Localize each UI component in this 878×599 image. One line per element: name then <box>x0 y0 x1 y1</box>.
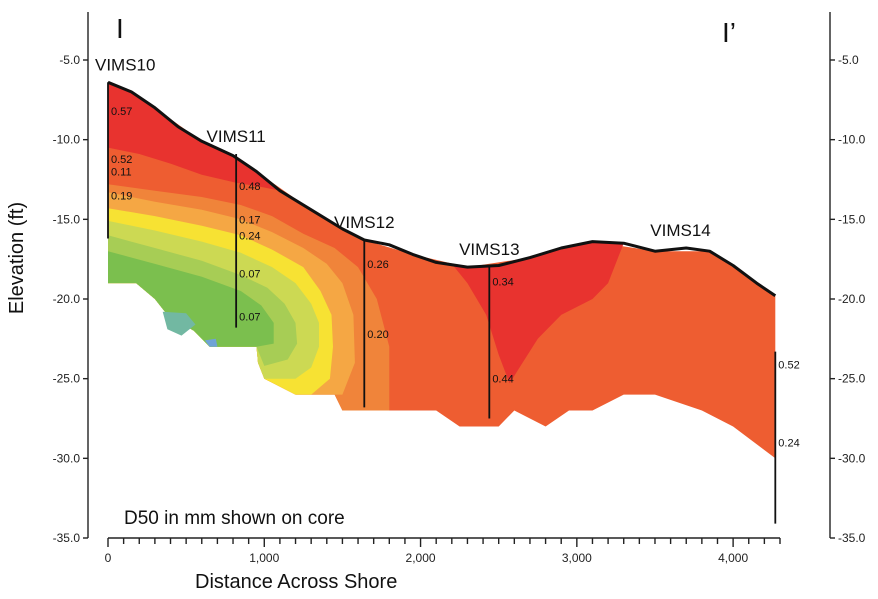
core-name-vims11: VIMS11 <box>207 127 266 146</box>
x-tick-label-3000: 3,000 <box>562 551 592 565</box>
axes: 0 1,000 2,000 3,000 4,000 -5.0 -5.0 -10.0 -10.0 -… <box>53 12 866 565</box>
d50-label-vims10-0: 0.57 <box>111 106 132 118</box>
d50-label-vims11-1: 0.17 <box>239 214 260 226</box>
d50-label-vims14-0: 0.52 <box>778 359 799 371</box>
d50-zone-8 <box>108 251 274 347</box>
d50-label-vims11-3: 0.07 <box>239 269 260 281</box>
d50-zone-2 <box>451 241 624 384</box>
d50-label-vims14-1: 0.24 <box>778 437 799 449</box>
d50-label-vims13-1: 0.44 <box>492 374 513 386</box>
left-y-tick-label-6: -35.0 <box>53 531 81 545</box>
d50-label-vims10-3: 0.19 <box>111 190 132 202</box>
left-y-tick-label-1: -10.0 <box>53 133 81 147</box>
d50-zone-9 <box>162 311 196 336</box>
right-y-tick-label-2: -15.0 <box>838 212 866 226</box>
x-tick-label-0: 0 <box>105 551 112 565</box>
d50-note: D50 in mm shown on core <box>124 508 345 529</box>
d50-label-vims12-0: 0.26 <box>367 259 388 271</box>
left-y-tick-label-0: -5.0 <box>59 53 80 67</box>
left-y-tick-label-3: -20.0 <box>53 292 81 306</box>
d50-label-vims12-1: 0.20 <box>367 329 388 341</box>
x-tick-label-4000: 4,000 <box>718 551 748 565</box>
core-name-vims14: VIMS14 <box>650 221 710 240</box>
section-end-label: I’ <box>722 17 736 48</box>
right-y-tick-label-6: -35.0 <box>838 531 866 545</box>
d50-zone-10 <box>204 338 218 347</box>
right-y-tick-label-3: -20.0 <box>838 292 866 306</box>
left-y-tick-label-4: -25.0 <box>53 372 81 386</box>
right-y-tick-label-5: -30.0 <box>838 451 866 465</box>
core-name-vims12: VIMS12 <box>334 213 394 232</box>
d50-label-vims10-1: 0.52 <box>111 154 132 166</box>
x-tick-label-2000: 2,000 <box>406 551 436 565</box>
right-y-tick-label-1: -10.0 <box>838 133 866 147</box>
d50-color-zones <box>108 82 776 459</box>
core-name-vims10: VIMS10 <box>95 55 155 74</box>
y-axis-title: Elevation (ft) <box>6 202 28 314</box>
seabed-surface-profile <box>107 80 777 298</box>
d50-label-vims13-0: 0.34 <box>492 276 513 288</box>
section-start-label: I <box>116 13 124 44</box>
d50-label-vims10-2: 0.11 <box>111 167 132 179</box>
left-y-tick-label-2: -15.0 <box>53 212 81 226</box>
x-tick-label-1000: 1,000 <box>249 551 279 565</box>
core-name-vims13: VIMS13 <box>459 240 519 259</box>
d50-label-vims11-2: 0.24 <box>239 230 260 242</box>
right-y-tick-label-0: -5.0 <box>838 53 859 67</box>
d50-label-vims11-4: 0.07 <box>239 312 260 324</box>
sediment-cores: VIMS100.570.520.110.19VIMS110.480.170.24… <box>95 55 800 524</box>
right-y-tick-label-4: -25.0 <box>838 372 866 386</box>
left-y-tick-label-5: -30.0 <box>53 451 81 465</box>
x-axis-title: Distance Across Shore <box>195 571 397 593</box>
d50-label-vims11-0: 0.48 <box>239 181 260 193</box>
